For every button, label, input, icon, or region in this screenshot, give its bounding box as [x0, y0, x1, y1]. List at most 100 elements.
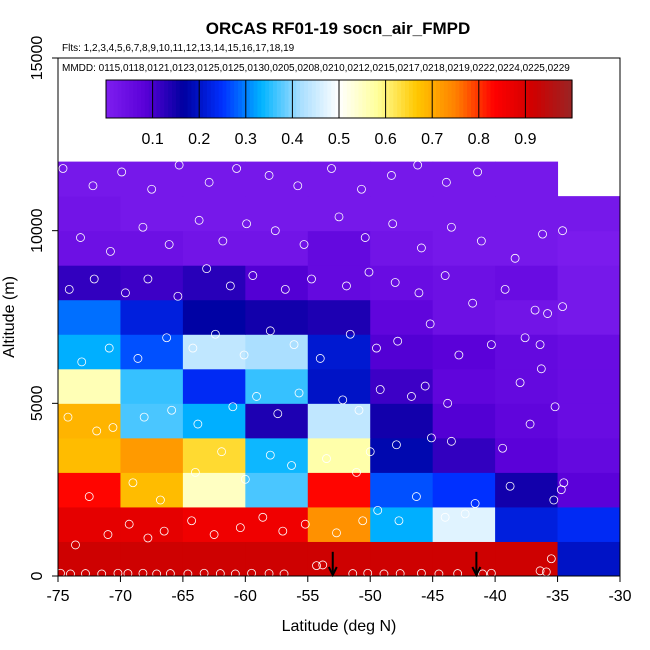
observation-point: [230, 569, 240, 579]
heatmap-cell: [58, 161, 121, 197]
observation-point: [505, 481, 515, 491]
colorbar-tick-label: 0.4: [281, 131, 303, 148]
heatmap-cell: [245, 299, 309, 335]
heatmap-cell: [495, 334, 559, 370]
observation-point: [138, 568, 148, 578]
flight-markers: [327, 551, 482, 578]
heatmap-cell: [432, 334, 496, 370]
colorbar-swatch: [424, 80, 429, 118]
observation-point: [248, 271, 258, 280]
observation-point: [538, 229, 547, 239]
observation-point: [413, 160, 423, 170]
observation-point: [395, 569, 405, 578]
colorbar-swatch: [152, 80, 158, 118]
observation-point: [265, 450, 275, 460]
colorbar-swatch: [160, 80, 165, 118]
observation-point: [187, 516, 197, 526]
heatmap-cell: [245, 265, 309, 301]
heatmap-cell: [120, 472, 184, 508]
observation-point: [124, 519, 134, 529]
colorbar-tick-label: 0.9: [514, 131, 536, 148]
observation-point: [365, 447, 375, 457]
observation-point: [240, 474, 250, 484]
heatmap-cell: [120, 265, 184, 301]
x-axis: -75 -70 -65 -60 -55 -50 -45 -40 -35 -30: [46, 576, 632, 605]
heatmap-cell: [307, 472, 371, 508]
heatmap-cell: [245, 472, 309, 508]
observation-point: [287, 461, 296, 470]
colorbar-swatch: [505, 80, 511, 118]
heatmap-cell: [182, 403, 246, 439]
heatmap-cell: [182, 472, 246, 508]
colorbar-swatch: [354, 80, 360, 118]
heatmap-cell: [182, 437, 246, 473]
colorbar-swatch: [222, 80, 227, 118]
observation-point: [217, 447, 227, 457]
observation-point: [360, 233, 370, 242]
colorbar-swatch: [109, 80, 115, 118]
observation-point: [556, 485, 566, 495]
heatmap-cell: [557, 196, 621, 232]
heatmap-cell: [370, 403, 434, 439]
colorbar-swatch: [319, 80, 325, 118]
colorbar-swatch: [187, 80, 193, 118]
observation-point: [460, 509, 470, 519]
observation-point: [139, 412, 149, 422]
colorbar-swatch: [284, 80, 290, 118]
heatmap-cell: [557, 230, 621, 266]
heatmap-cell: [182, 230, 246, 266]
colorbar-swatch: [304, 80, 309, 118]
heatmap-cell: [58, 506, 121, 542]
observation-point: [299, 240, 309, 249]
colorbar-swatch: [327, 80, 332, 118]
observation-point: [164, 240, 174, 249]
observation-point: [363, 568, 373, 578]
y-tick-label: 5000: [29, 385, 46, 421]
heatmap-cell: [307, 265, 371, 301]
colorbar-swatch: [113, 80, 119, 118]
observation-point: [338, 395, 348, 405]
observation-point: [264, 569, 274, 578]
observation-point: [64, 284, 74, 294]
y-axis-label: Altitude (m): [1, 276, 18, 358]
colorbar-swatch: [482, 80, 488, 118]
x-tick-label: -60: [234, 588, 257, 605]
colorbar-swatch: [121, 80, 127, 118]
observation-point: [252, 392, 261, 401]
observation-point: [81, 569, 90, 578]
heatmap-cell: [120, 230, 184, 266]
heatmap-cell: [120, 334, 184, 370]
observation-point: [190, 467, 200, 477]
colorbar-swatch: [249, 80, 255, 118]
colorbar-swatch: [331, 80, 336, 118]
colorbar-swatch: [346, 80, 352, 118]
colorbar-swatch: [486, 80, 492, 118]
heatmap-cell: [120, 437, 184, 473]
observation-point: [193, 419, 203, 429]
y-tick-label: 10000: [29, 208, 46, 253]
colorbar-swatch: [307, 80, 313, 118]
colorbar-swatch: [529, 80, 534, 118]
observation-point: [84, 492, 94, 501]
colorbar-swatch: [451, 80, 457, 118]
observation-point: [510, 253, 520, 263]
colorbar-swatch: [498, 80, 503, 118]
observation-point: [147, 184, 157, 194]
colorbar-swatch: [385, 80, 391, 118]
colorbar-swatch: [401, 80, 406, 118]
colorbar-swatch: [502, 80, 507, 118]
observation-point: [446, 436, 456, 446]
colorbar-swatch: [280, 80, 286, 118]
heatmap-cell: [370, 541, 434, 577]
arrow-head-icon: [471, 566, 482, 578]
observation-point: [407, 392, 416, 401]
heatmap-cell: [495, 265, 559, 301]
heatmap-cell: [245, 230, 309, 266]
colorbar-swatch: [245, 80, 251, 118]
heatmap-cell: [557, 541, 621, 577]
observation-point: [133, 354, 143, 363]
colorbar-swatch: [253, 80, 259, 118]
heatmap-cell: [495, 368, 559, 404]
colorbar-swatch: [447, 80, 453, 118]
colorbar-swatch: [548, 80, 554, 118]
